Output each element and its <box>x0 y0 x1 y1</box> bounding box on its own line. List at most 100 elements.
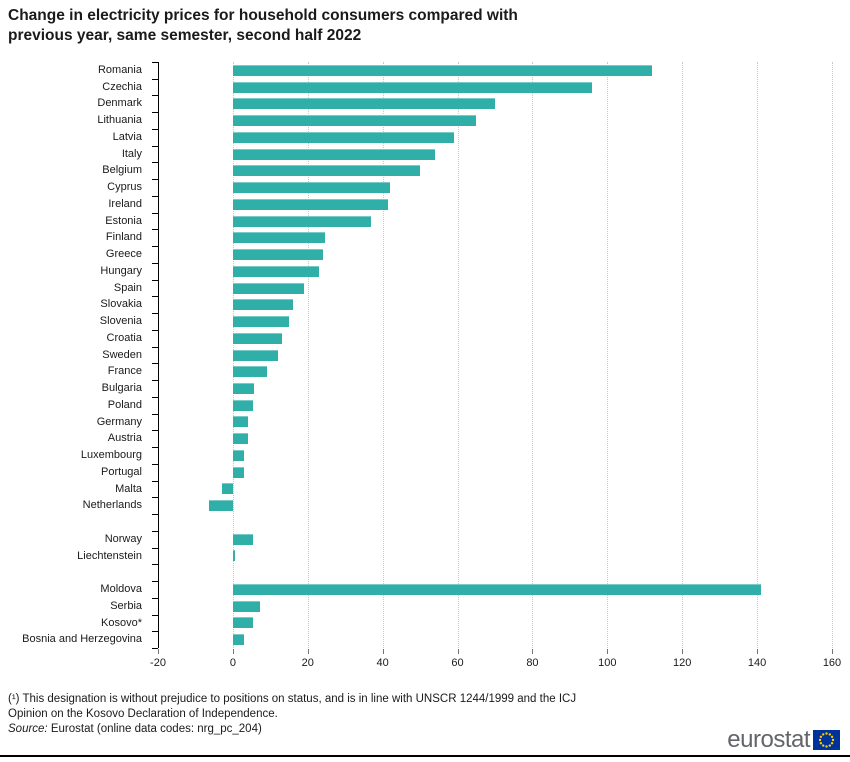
category-label: Croatia <box>106 331 142 344</box>
y-axis-tick <box>152 447 158 449</box>
bottom-rule <box>0 755 850 757</box>
bar-hungary <box>232 265 319 277</box>
gridline <box>457 62 459 648</box>
category-label: Poland <box>107 398 142 411</box>
bar-belgium <box>232 165 421 177</box>
category-label: Latvia <box>112 130 142 143</box>
category-label: Malta <box>115 482 142 495</box>
y-axis-tick <box>152 631 158 633</box>
bar-ireland <box>232 198 389 210</box>
x-axis-tick <box>307 649 309 654</box>
gridline <box>832 62 833 648</box>
gridline <box>757 62 759 648</box>
bar-luxembourg <box>232 449 245 461</box>
footnote-line2: Opinion on the Kosovo Declaration of Ind… <box>8 708 278 720</box>
category-label: Romania <box>97 64 142 76</box>
category-label: Netherlands <box>82 499 142 512</box>
category-label: Serbia <box>110 599 142 612</box>
plot-area <box>158 62 833 648</box>
y-axis-tick <box>152 62 158 63</box>
bar-austria <box>232 433 248 445</box>
category-label: Liechtenstein <box>77 549 142 562</box>
bar-greece <box>232 249 323 261</box>
chart-title-line1: Change in electricity prices for househo… <box>8 7 518 24</box>
bar-slovakia <box>232 299 293 311</box>
x-axis-label: 80 <box>526 657 539 669</box>
category-label: Italy <box>121 147 142 160</box>
y-axis-tick <box>152 229 158 231</box>
category-label: Finland <box>105 231 142 244</box>
chart-title-line2: previous year, same semester, second hal… <box>8 27 362 44</box>
eurostat-logo: eurostat <box>727 728 840 752</box>
y-axis-tick <box>152 363 158 365</box>
category-label: Moldova <box>100 583 142 596</box>
y-axis-tick <box>152 413 158 415</box>
y-axis-tick <box>152 614 158 616</box>
category-label: Czechia <box>102 80 142 93</box>
category-label: Norway <box>104 532 142 545</box>
y-axis-tick <box>152 564 158 566</box>
x-axis-label: 100 <box>598 657 617 669</box>
category-label: Ireland <box>108 197 142 210</box>
bar-czechia <box>232 81 593 93</box>
category-label: Belgium <box>102 164 142 177</box>
category-label: Hungary <box>100 264 142 277</box>
bar-italy <box>232 148 436 160</box>
source-label: Source: <box>8 723 48 735</box>
category-label: Luxembourg <box>80 449 142 462</box>
bar-estonia <box>232 215 372 227</box>
y-axis-tick <box>152 296 158 298</box>
y-axis-tick <box>152 95 158 97</box>
bar-latvia <box>232 131 454 143</box>
y-axis-tick <box>152 262 158 264</box>
y-axis-tick <box>152 430 158 432</box>
bar-lithuania <box>232 115 477 127</box>
category-label: Kosovo* <box>101 616 142 629</box>
source-line: Source: Eurostat (online data codes: nrg… <box>8 722 576 737</box>
eurostat-logo-text: eurostat <box>727 726 810 753</box>
y-axis-tick <box>152 128 158 130</box>
y-axis-tick <box>152 329 158 331</box>
bar-sweden <box>232 349 278 361</box>
category-label: Austria <box>107 432 142 445</box>
bar-liechtenstein <box>232 550 235 562</box>
bar-croatia <box>232 332 282 344</box>
y-axis-tick <box>152 313 158 315</box>
y-axis-tick <box>152 145 158 147</box>
x-axis-label: 60 <box>451 657 464 669</box>
gridline <box>532 62 534 648</box>
category-label: Greece <box>105 248 142 261</box>
x-axis-label: -20 <box>150 657 166 669</box>
y-axis-tick <box>152 648 158 649</box>
x-axis-tick <box>158 649 159 654</box>
x-axis-tick <box>832 649 833 654</box>
bar-slovenia <box>232 316 290 327</box>
y-axis-tick <box>152 78 158 80</box>
x-axis-tick <box>457 649 459 654</box>
y-axis-tick <box>152 597 158 599</box>
bar-germany <box>232 416 248 428</box>
category-label: Slovenia <box>99 315 142 328</box>
y-axis-tick <box>152 497 158 499</box>
category-label: Slovakia <box>100 298 142 311</box>
bar-serbia <box>232 600 261 612</box>
x-axis-tick <box>682 649 684 654</box>
gridline <box>607 62 609 648</box>
y-axis-tick <box>152 346 158 348</box>
bar-moldova <box>232 583 761 595</box>
x-axis-tick <box>532 649 534 654</box>
bar-netherlands <box>208 500 233 512</box>
y-axis-tick <box>152 279 158 281</box>
category-label: France <box>107 365 142 378</box>
y-axis-tick <box>152 514 158 516</box>
x-axis-label: 140 <box>747 657 767 669</box>
bar-bosnia-and-herzegovina <box>232 634 245 646</box>
bar-spain <box>232 282 305 294</box>
category-label: Germany <box>96 415 142 428</box>
x-axis-tick <box>607 649 609 654</box>
y-axis-tick <box>152 380 158 382</box>
y-axis-tick <box>152 463 158 465</box>
gridline <box>307 62 309 648</box>
